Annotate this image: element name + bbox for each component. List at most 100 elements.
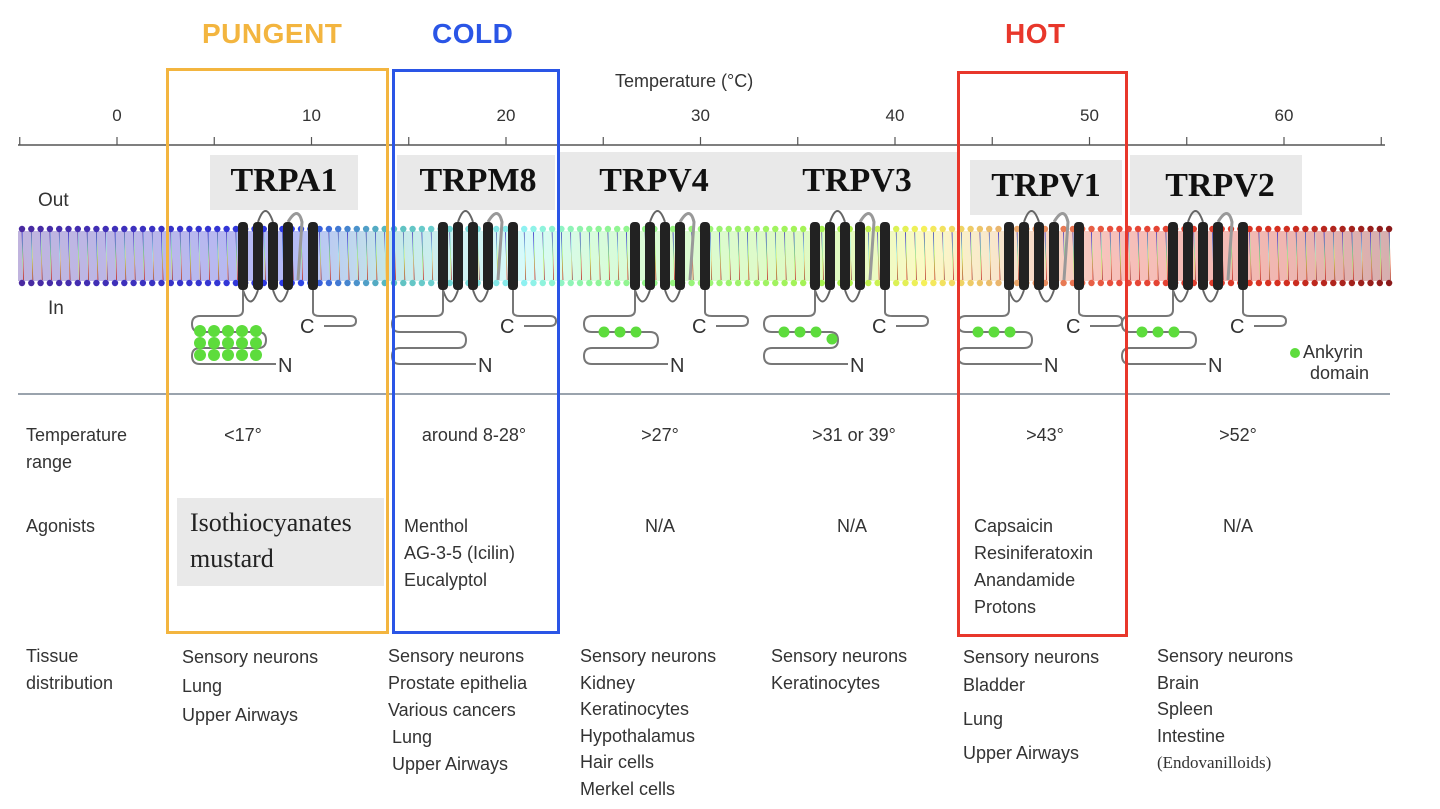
tissue-item: Lung — [963, 709, 1004, 729]
lipid-head — [865, 279, 872, 287]
lipid-head — [102, 225, 109, 233]
category-pungent: PUNGENT — [202, 18, 343, 49]
temp-range-trpv4: >27° — [641, 425, 679, 445]
lipid-head — [1116, 279, 1123, 287]
lipid-head — [446, 279, 453, 287]
lipid-tail — [430, 230, 434, 281]
helix-loop — [1172, 289, 1189, 303]
lipid-head — [446, 225, 453, 233]
tissue-item: Sensory neurons — [580, 646, 717, 666]
lipid-head — [1339, 279, 1346, 287]
lipid-head — [167, 225, 174, 233]
lipid-tail — [133, 230, 136, 281]
transmembrane-helix — [810, 222, 820, 290]
channel-box-trpv2 — [1130, 155, 1302, 215]
lipid-tail — [626, 230, 629, 281]
agonists-trpv3: N/A — [836, 516, 868, 536]
lipid-head — [214, 279, 221, 287]
ankyrin-repeat — [1168, 326, 1180, 338]
ankyrin-repeat — [1136, 326, 1148, 338]
lipid-head — [46, 225, 54, 233]
n-terminus-label: N — [670, 355, 684, 377]
lipid-head — [130, 279, 137, 287]
helix-loop — [634, 289, 651, 303]
lipid-head — [725, 279, 732, 287]
lipid-tail — [588, 230, 592, 281]
lipid-head — [818, 225, 825, 233]
helix-loop — [1023, 210, 1040, 223]
lipid-head — [139, 225, 147, 233]
lipid-tail — [719, 230, 722, 281]
lipid-head — [1376, 225, 1384, 233]
lipid-head — [567, 279, 574, 287]
pore-loop — [1052, 212, 1070, 281]
agonist-item: Anandamide — [974, 570, 1076, 590]
tissue-item: Merkel cells — [580, 778, 676, 799]
lipid-tail — [1165, 230, 1168, 281]
transmembrane-helix — [1049, 222, 1059, 290]
n-terminus — [1120, 290, 1206, 365]
lipid-head — [1162, 279, 1170, 287]
lipid-head — [920, 279, 928, 287]
pore-loop — [1216, 212, 1234, 281]
transmembrane-helix — [283, 222, 293, 290]
agonist-item: Capsaicin — [974, 516, 1054, 536]
lipid-tail — [375, 230, 378, 281]
lipid-tail — [895, 230, 899, 281]
tissue-trpv1: Sensory neurons Bladder Lung Upper Airwa… — [963, 643, 1099, 767]
lipid-head — [753, 225, 760, 233]
lipid-tail — [523, 230, 527, 281]
lipid-head — [1376, 279, 1384, 287]
lipid-tail — [598, 230, 601, 281]
lipid-head — [372, 225, 379, 233]
lipid-head — [1385, 225, 1393, 233]
lipid-head — [595, 225, 602, 233]
agonist-box-trpa1 — [177, 498, 384, 586]
transmembrane-helix — [1238, 222, 1248, 290]
c-terminus-label: C — [300, 316, 314, 338]
row-label-tissue-line2: distribution — [26, 673, 114, 693]
lipid-head — [223, 225, 230, 233]
helix-loop — [457, 210, 474, 223]
lipid-tail — [1249, 230, 1252, 281]
agonist-item: Resiniferatoxin — [974, 543, 1094, 563]
lipid-head — [1106, 279, 1114, 287]
lipid-head — [28, 279, 35, 287]
lipid-head — [614, 279, 621, 287]
lipid-head — [902, 225, 909, 233]
lipid-tail — [1370, 230, 1373, 281]
lipid-head — [548, 225, 556, 233]
category-cold: COLD — [432, 18, 514, 49]
lipid-tail — [505, 230, 508, 281]
tissue-item: Bladder — [963, 675, 1026, 695]
lipid-head — [65, 225, 72, 233]
lipid-head — [734, 225, 742, 233]
n-terminus-label: N — [278, 355, 292, 377]
ankyrin-repeat — [826, 333, 838, 345]
lipid-head — [158, 225, 165, 233]
tissue-item: Upper Airways — [963, 743, 1080, 763]
agonist-item: Eucalyptol — [404, 570, 488, 590]
transmembrane-helix — [1034, 222, 1044, 290]
channel-trpv3: CN — [762, 210, 930, 377]
lipid-head — [1153, 225, 1160, 233]
lipid-tail — [402, 230, 406, 281]
lipid-tail — [905, 230, 908, 281]
lipid-head — [1302, 279, 1309, 287]
lipid-head — [18, 225, 26, 233]
lipid-tail — [198, 230, 201, 281]
lipid-head — [167, 279, 174, 287]
lipid-head — [1134, 279, 1142, 287]
tissue-item: Brain — [1157, 672, 1200, 693]
lipid-tail — [914, 230, 917, 281]
lipid-tail — [1258, 230, 1261, 281]
lipid-tail — [1388, 230, 1391, 281]
lipid-tail — [533, 230, 536, 281]
lipid-head — [214, 225, 221, 233]
agonists-trpa1: Isothiocyanates mustard — [190, 505, 352, 577]
lipid-tail — [616, 230, 620, 281]
lipid-tail — [384, 230, 387, 281]
tissue-trpv2: Sensory neurons Brain Spleen Intestine (… — [1157, 643, 1293, 777]
lipid-head — [1265, 225, 1272, 233]
